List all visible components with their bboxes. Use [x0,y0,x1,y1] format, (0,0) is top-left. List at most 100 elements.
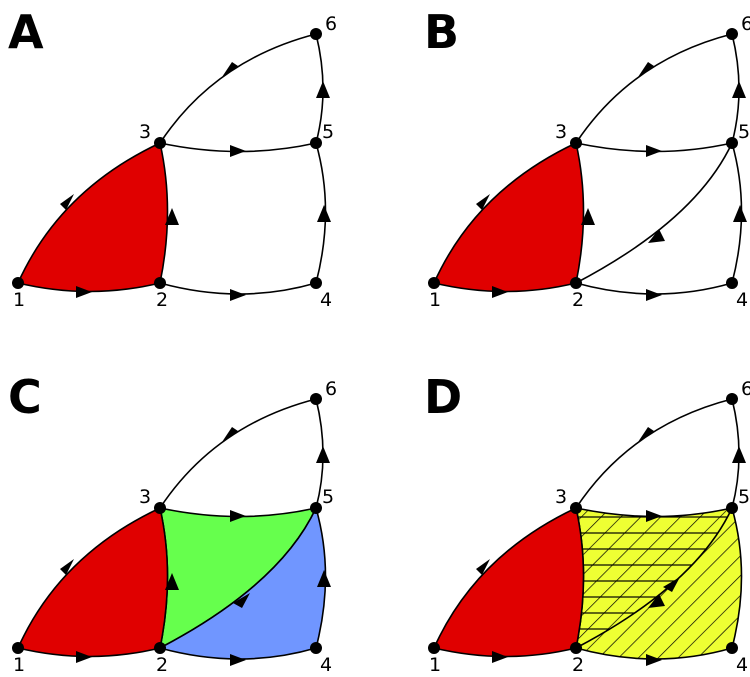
arrow-4-5 [317,205,331,222]
arrow-5-2 [648,229,665,243]
arrow-2-5 [233,593,250,608]
arrow-3-5 [646,145,662,157]
node-1 [12,642,24,654]
node-4 [726,277,738,289]
arrow-1-2 [492,286,508,298]
face-yellow-hatch-overlay [576,508,732,648]
panel-label-a: A [8,5,44,59]
node-3 [154,137,166,149]
arrow-5-6 [316,81,330,98]
node-label-4: 4 [736,654,748,676]
panel-a: A 1 2 3 4 5 6 [8,5,337,311]
panel-label-d: D [424,370,462,424]
node-label-2: 2 [572,654,584,676]
node-label-4: 4 [736,289,748,311]
node-6 [310,393,322,405]
arrow-2-4 [646,654,662,666]
arrow-3-5 [646,510,662,522]
arrow-2-3 [581,208,595,225]
arrow-3-5 [230,510,246,522]
face-red [16,141,169,293]
arrow-5-2 [648,594,665,608]
arrow-1-3 [476,559,490,575]
node-label-5: 5 [738,121,750,143]
arrow-2-3 [165,573,179,590]
node-2 [570,642,582,654]
edge-3-6 [575,398,733,509]
panel-c: C 1 2 3 4 5 6 [8,370,337,676]
node-3 [154,502,166,514]
node-label-6: 6 [325,378,337,400]
node-3 [570,502,582,514]
arrow-1-2 [76,286,92,298]
node-label-4: 4 [320,654,332,676]
panel-label-b: B [424,5,459,59]
node-5 [310,502,322,514]
node-5 [726,137,738,149]
arrow-6-3 [638,427,654,442]
node-label-3: 3 [555,121,567,143]
node-label-2: 2 [156,654,168,676]
arrow-5-6 [732,446,746,463]
arrow-4-5 [317,570,331,587]
panel-d: D 1 2 3 4 5 6 [424,370,750,676]
node-label-5: 5 [738,486,750,508]
node-label-2: 2 [572,289,584,311]
node-2 [154,642,166,654]
arrow-5-6 [316,446,330,463]
arrow-1-3 [60,194,74,210]
node-label-3: 3 [555,486,567,508]
arrow-1-2 [76,651,92,663]
arrow-1-3 [60,559,74,575]
node-label-3: 3 [139,121,151,143]
node-3 [570,137,582,149]
node-label-5: 5 [322,486,334,508]
node-label-1: 1 [13,654,25,676]
node-label-6: 6 [741,13,750,35]
node-label-1: 1 [429,289,441,311]
edge-3-6 [575,33,733,144]
face-red [432,506,585,658]
arrow-3-5 [230,145,246,157]
node-label-4: 4 [320,289,332,311]
node-4 [726,642,738,654]
node-5 [726,502,738,514]
arrow-1-3 [476,194,490,210]
node-label-6: 6 [325,13,337,35]
arrow-6-3 [222,62,238,77]
node-6 [726,393,738,405]
edge-5-2 [575,142,733,284]
node-4 [310,642,322,654]
node-6 [726,28,738,40]
panel-b: B 1 2 3 4 5 6 [424,5,750,311]
node-label-3: 3 [139,486,151,508]
arrow-4-5 [733,205,747,222]
node-1 [12,277,24,289]
arrow-2-4 [230,654,246,666]
arrow-1-2 [492,651,508,663]
node-1 [428,642,440,654]
panel-label-c: C [8,370,42,424]
node-4 [310,277,322,289]
arrow-2-5 [663,577,680,592]
node-label-1: 1 [429,654,441,676]
node-label-6: 6 [741,378,750,400]
node-label-1: 1 [13,289,25,311]
arrow-2-4 [230,289,246,301]
arrow-2-4 [646,289,662,301]
arrow-6-3 [222,427,238,442]
node-5 [310,137,322,149]
arrow-5-6 [732,81,746,98]
arrow-2-3 [165,208,179,225]
node-6 [310,28,322,40]
arrow-6-3 [638,62,654,77]
node-label-2: 2 [156,289,168,311]
face-red [432,141,585,293]
node-1 [428,277,440,289]
edge-3-6 [159,33,317,144]
face-red [16,506,169,658]
node-2 [154,277,166,289]
node-label-5: 5 [322,121,334,143]
edge-3-6 [159,398,317,509]
